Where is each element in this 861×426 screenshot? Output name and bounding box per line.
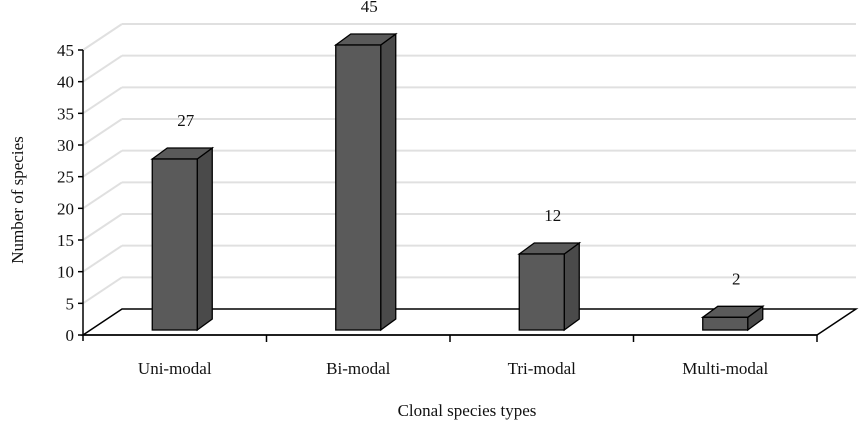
x-axis-title: Clonal species types — [398, 401, 537, 420]
x-tick-label: Tri-modal — [508, 359, 577, 378]
side-gridline — [82, 244, 123, 273]
y-tick-label: 35 — [57, 104, 74, 123]
bar-side — [563, 241, 580, 332]
x-tick-label: Multi-modal — [682, 359, 768, 378]
bar — [335, 44, 382, 331]
y-axis-title: Number of species — [8, 136, 27, 263]
y-tick-label: 15 — [57, 231, 74, 250]
x-tick-label: Bi-modal — [326, 359, 390, 378]
bars — [150, 32, 765, 332]
axes — [78, 49, 818, 342]
bar — [702, 316, 749, 331]
gridlines — [82, 23, 856, 305]
side-gridline — [82, 118, 123, 146]
y-tick-label: 25 — [57, 168, 74, 187]
y-tick-label: 30 — [57, 136, 74, 155]
bar — [151, 158, 198, 331]
bar — [518, 253, 565, 331]
y-tick-label: 40 — [57, 73, 74, 92]
data-label: 12 — [544, 206, 561, 225]
y-tick-label: 0 — [66, 326, 75, 345]
y-tick-label: 20 — [57, 199, 74, 218]
bar-side — [196, 146, 213, 332]
data-label: 45 — [361, 0, 378, 16]
y-tick-label: 10 — [57, 263, 74, 282]
data-label: 27 — [177, 111, 195, 130]
y-tick-label: 45 — [57, 41, 74, 60]
side-gridline — [82, 23, 123, 51]
x-tick-label: Uni-modal — [138, 359, 212, 378]
side-gridline — [82, 276, 123, 305]
side-gridline — [82, 213, 123, 241]
labels: 0 5 10 15 20 25 30 35 40 45 27 Uni-modal 45 Bi-modal 1… — [57, 0, 768, 378]
y-tick-label: 5 — [66, 294, 75, 313]
side-gridline — [82, 181, 123, 210]
side-gridline — [82, 86, 123, 115]
side-gridline — [82, 54, 123, 83]
data-label: 2 — [732, 269, 741, 288]
side-gridline — [82, 149, 123, 178]
bar-side — [380, 32, 397, 332]
